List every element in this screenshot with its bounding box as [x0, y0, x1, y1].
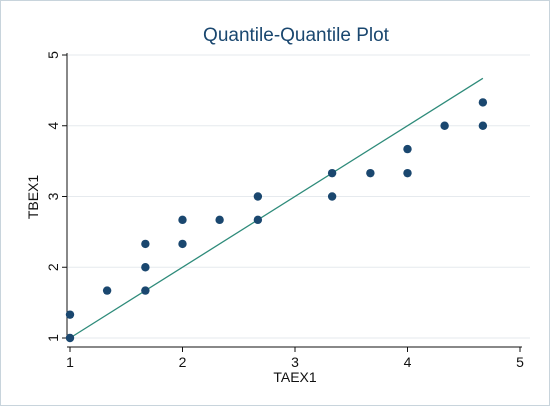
- data-point-7: [178, 239, 187, 249]
- x-tick-label-1: 1: [66, 354, 74, 370]
- reference-line-layer: [69, 77, 484, 339]
- data-point-13: [327, 168, 337, 178]
- data-point-8: [178, 215, 187, 225]
- chart-title: Quantile-Quantile Plot: [203, 25, 390, 46]
- data-point-17: [440, 121, 449, 130]
- points-layer: [65, 98, 488, 343]
- data-point-14: [366, 168, 375, 178]
- data-point-1: [65, 333, 75, 343]
- data-point-16: [403, 144, 412, 154]
- y-tick-label-3: 3: [45, 192, 61, 200]
- axis-layer: 1 2 3 4 5 1 2 3 4 5: [45, 51, 524, 370]
- data-point-5: [141, 263, 150, 272]
- data-point-4: [141, 286, 150, 295]
- x-tick-label-2: 2: [179, 354, 187, 370]
- reference-line: [69, 77, 484, 339]
- data-point-12: [327, 192, 337, 201]
- data-point-3: [102, 286, 112, 295]
- y-tick-label-4: 4: [45, 122, 61, 130]
- data-point-19: [478, 98, 488, 107]
- data-point-2: [65, 310, 75, 319]
- data-point-6: [141, 239, 150, 249]
- y-tick-label-2: 2: [45, 263, 61, 271]
- x-tick-label-5: 5: [516, 354, 524, 370]
- data-point-9: [215, 215, 224, 225]
- y-tick-label-1: 1: [45, 334, 61, 342]
- data-point-15: [403, 168, 412, 178]
- y-tick-label-5: 5: [45, 51, 61, 59]
- data-point-10: [253, 215, 263, 225]
- x-tick-label-4: 4: [404, 354, 412, 370]
- data-point-18: [478, 121, 488, 130]
- y-axis-title: TBEX1: [25, 175, 41, 220]
- x-tick-label-3: 3: [291, 354, 299, 370]
- x-axis-title: TAEX1: [273, 369, 317, 385]
- data-point-11: [253, 192, 263, 201]
